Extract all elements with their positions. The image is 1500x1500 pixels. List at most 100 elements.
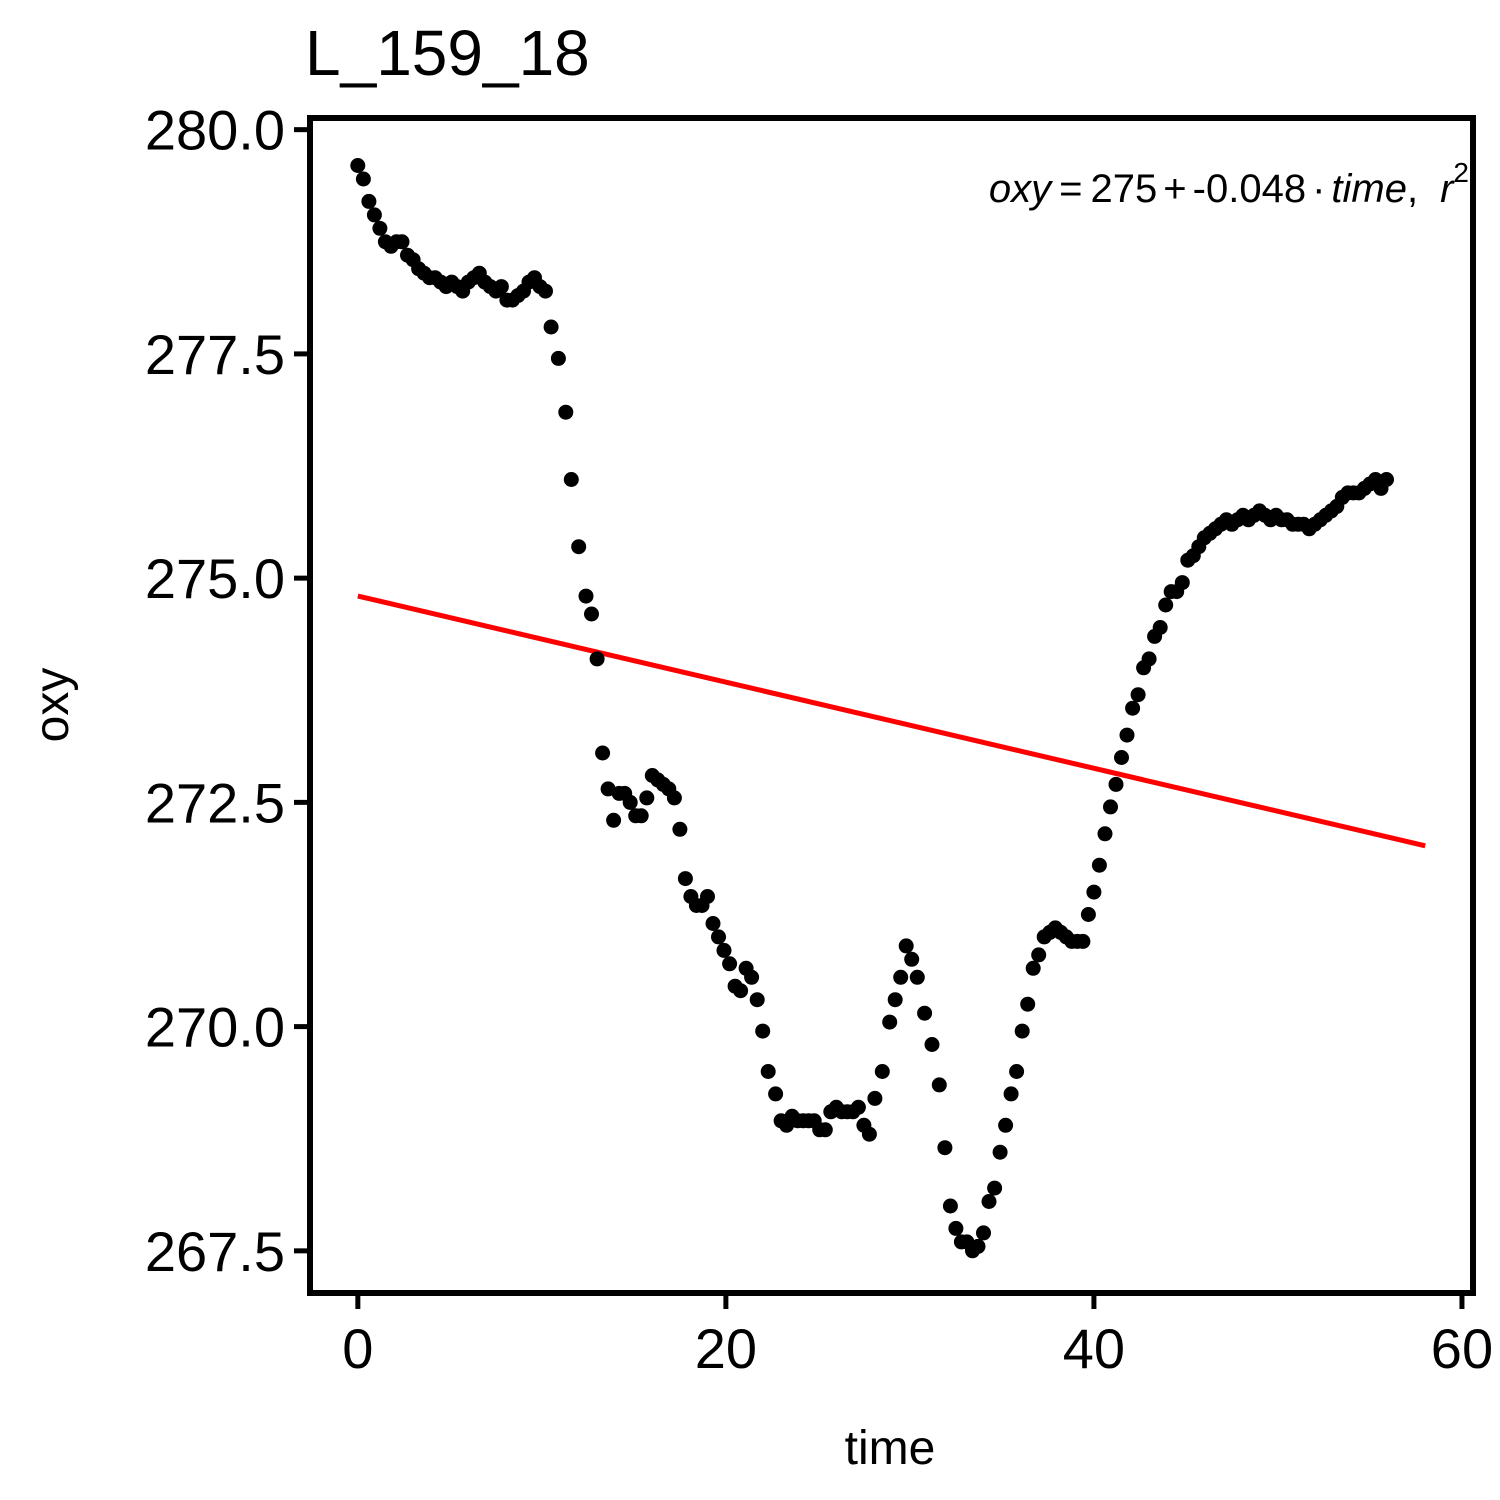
data-point xyxy=(998,1117,1014,1133)
plot-area xyxy=(350,158,1426,1259)
data-point xyxy=(711,929,726,945)
data-point xyxy=(578,588,594,604)
data-point xyxy=(1114,750,1129,765)
data-point xyxy=(924,1037,940,1052)
x-tick-label: 20 xyxy=(695,1317,757,1380)
x-tick-label: 60 xyxy=(1431,1317,1493,1380)
eq-equals: = xyxy=(1059,167,1082,211)
eq-intercept: 275 xyxy=(1091,167,1158,211)
x-tick-label: 40 xyxy=(1063,1317,1125,1380)
data-point xyxy=(606,812,622,828)
data-point xyxy=(937,1140,953,1156)
regression-line xyxy=(357,593,1426,849)
y-tick-label: 280.0 xyxy=(145,99,285,162)
data-point xyxy=(622,794,638,810)
data-point xyxy=(672,821,688,837)
eq-dot: · xyxy=(1312,167,1325,211)
eq-r-sup: 2 xyxy=(1453,157,1469,188)
data-point xyxy=(355,171,371,187)
data-point xyxy=(1014,1023,1030,1039)
data-point xyxy=(589,651,605,667)
data-point xyxy=(931,1077,947,1093)
data-point xyxy=(394,234,410,250)
y-tick-label: 267.5 xyxy=(145,1220,285,1283)
x-axis-label: time xyxy=(845,1422,936,1475)
y-tick-label: 272.5 xyxy=(145,771,285,834)
data-point xyxy=(595,745,611,761)
y-tick-label: 277.5 xyxy=(145,323,285,386)
data-point xyxy=(987,1180,1003,1196)
data-point xyxy=(898,938,914,954)
data-point xyxy=(550,350,566,366)
data-point xyxy=(677,871,693,887)
data-point xyxy=(942,1198,958,1214)
data-point xyxy=(1174,575,1190,591)
data-point xyxy=(970,1238,986,1254)
data-point xyxy=(1379,472,1394,487)
eq-var-time: time xyxy=(1331,167,1407,211)
data-point xyxy=(861,1126,877,1142)
data-point xyxy=(493,279,509,295)
panel-border xyxy=(307,115,1476,1296)
data-point xyxy=(350,158,366,173)
y-tick-label: 270.0 xyxy=(145,996,285,1059)
y-axis-ticks: 267.5 270.0 272.5 275.0 277.5 280.0 xyxy=(145,99,307,1283)
data-point xyxy=(874,1064,890,1079)
data-point xyxy=(1119,727,1135,743)
data-point xyxy=(1130,687,1146,703)
points-layer xyxy=(350,158,1394,1259)
data-point xyxy=(1097,826,1113,842)
y-axis-label: oxy xyxy=(26,668,79,743)
data-point xyxy=(768,1086,784,1102)
eq-slope: -0.048 xyxy=(1193,167,1306,211)
data-point xyxy=(904,951,920,967)
data-point xyxy=(722,956,738,972)
chart-title: L_159_18 xyxy=(305,17,590,89)
data-point xyxy=(992,1144,1008,1160)
data-point xyxy=(633,808,649,824)
data-point xyxy=(1141,651,1157,667)
data-point xyxy=(1108,776,1124,792)
data-point xyxy=(705,916,721,931)
data-point xyxy=(639,790,655,806)
eq-r: r xyxy=(1440,167,1455,211)
data-point xyxy=(893,969,909,985)
data-point xyxy=(366,207,382,223)
data-point xyxy=(882,1014,898,1030)
data-point xyxy=(1009,1064,1025,1079)
data-point xyxy=(1025,960,1041,976)
data-point xyxy=(700,889,715,904)
data-point xyxy=(538,283,553,299)
data-point xyxy=(1091,857,1107,873)
data-point xyxy=(1003,1086,1019,1102)
data-point xyxy=(1080,907,1096,922)
data-point xyxy=(887,992,903,1008)
eq-comma: , xyxy=(1407,167,1418,211)
data-point xyxy=(749,992,765,1008)
data-point xyxy=(558,404,574,420)
data-point xyxy=(372,220,388,236)
data-point xyxy=(744,969,760,985)
data-point xyxy=(666,790,682,806)
data-point xyxy=(909,969,925,985)
data-point xyxy=(584,606,599,622)
data-point xyxy=(755,1023,771,1039)
data-point xyxy=(571,539,587,555)
x-tick-label: 0 xyxy=(342,1317,373,1380)
fit-layer xyxy=(357,593,1426,849)
data-point xyxy=(867,1090,883,1106)
regression-equation: oxy = 275 + -0.048 · time, r2 xyxy=(989,157,1469,211)
eq-var-oxy: oxy xyxy=(989,167,1054,211)
data-point xyxy=(760,1064,776,1079)
data-point xyxy=(543,319,559,335)
data-point xyxy=(733,983,749,999)
data-point xyxy=(981,1194,997,1209)
eq-plus: + xyxy=(1163,167,1186,211)
data-point xyxy=(1125,700,1141,716)
data-point xyxy=(817,1122,833,1138)
data-point xyxy=(1075,933,1091,949)
y-tick-label: 275.0 xyxy=(145,547,285,610)
data-point xyxy=(563,472,579,487)
data-point xyxy=(1031,947,1047,963)
